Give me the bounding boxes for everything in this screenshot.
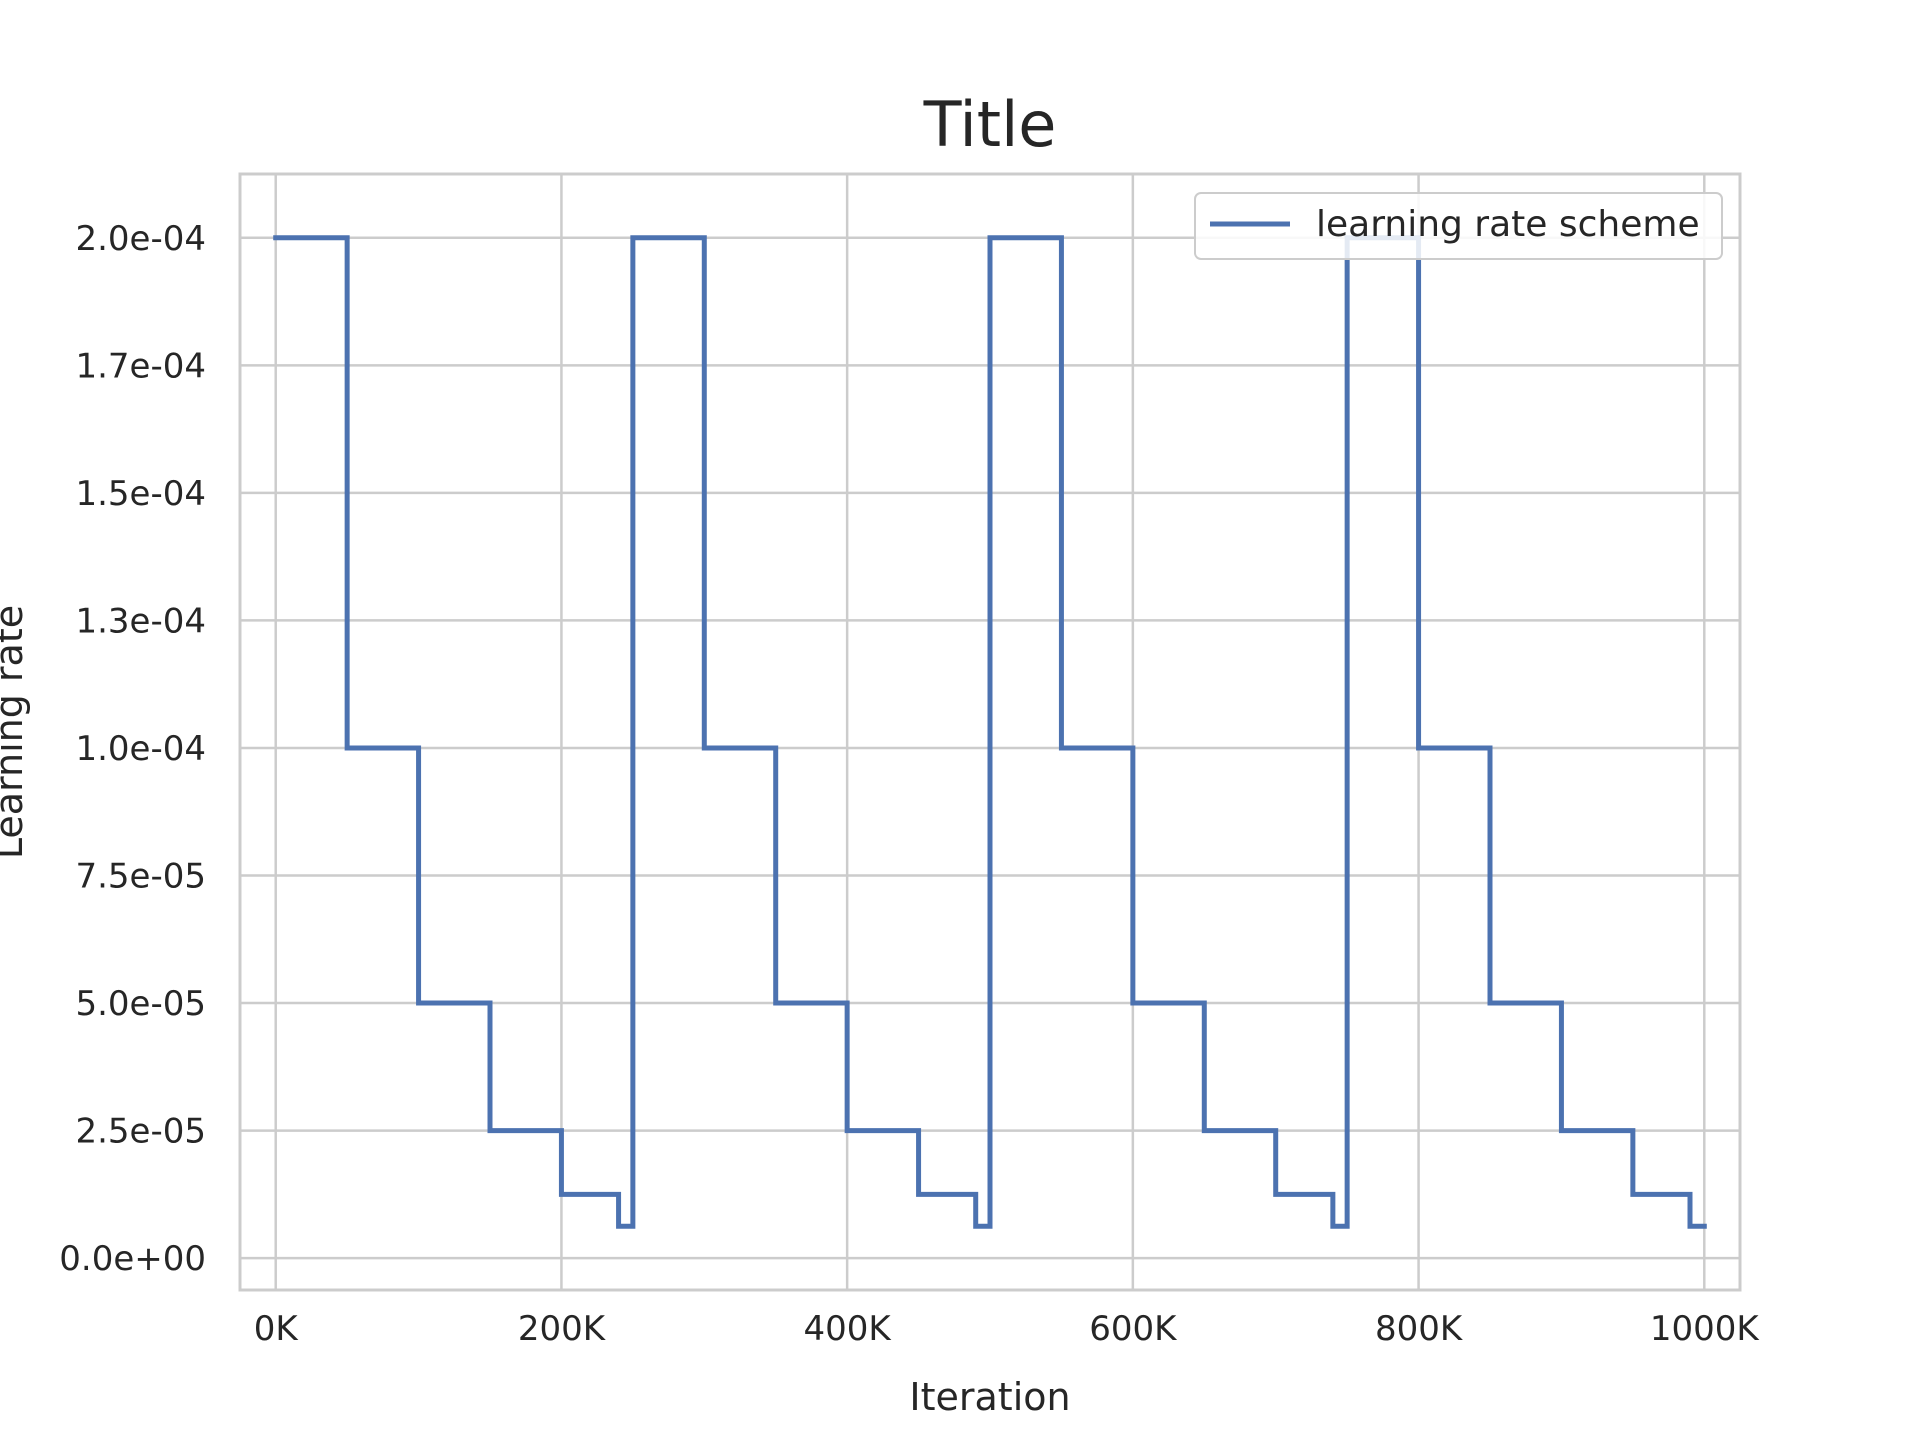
x-tick-label: 400K <box>804 1309 893 1349</box>
plot-frame <box>238 172 1742 1292</box>
x-tick-label: 600K <box>1089 1309 1178 1349</box>
y-tick-label: 0.0e+00 <box>59 1239 206 1279</box>
y-tick-label: 1.0e-04 <box>75 729 206 769</box>
y-tick-label: 5.0e-05 <box>75 984 206 1024</box>
y-tick-label: 1.3e-04 <box>75 601 206 641</box>
chart-title: Title <box>923 88 1057 161</box>
legend-box <box>1194 192 1723 260</box>
x-tick-label: 1000K <box>1650 1309 1761 1349</box>
x-tick-labels: 0K 200K 400K 600K 800K 1000K <box>254 1309 1761 1349</box>
x-tick-label: 800K <box>1375 1309 1464 1349</box>
y-tick-label: 1.7e-04 <box>75 346 206 386</box>
y-tick-label: 2.0e-04 <box>75 219 206 259</box>
y-tick-label: 1.5e-04 <box>75 474 206 514</box>
legend-entry-label: learning rate scheme <box>1316 204 1700 245</box>
x-tick-label: 200K <box>518 1309 607 1349</box>
series-layer <box>273 235 1707 1229</box>
legend: learning rate scheme <box>1194 192 1723 260</box>
x-tick-label: 0K <box>254 1309 300 1349</box>
y-tick-label: 7.5e-05 <box>75 856 206 896</box>
y-tick-label: 2.5e-05 <box>75 1112 206 1152</box>
series-line-learning-rate-scheme <box>273 235 1707 1229</box>
y-tick-labels: 0.0e+00 2.5e-05 5.0e-05 7.5e-05 1.0e-04 1.3e-… <box>59 219 206 1279</box>
x-axis-label: Iteration <box>909 1375 1070 1419</box>
y-axis-label: Learning rate <box>0 605 31 859</box>
